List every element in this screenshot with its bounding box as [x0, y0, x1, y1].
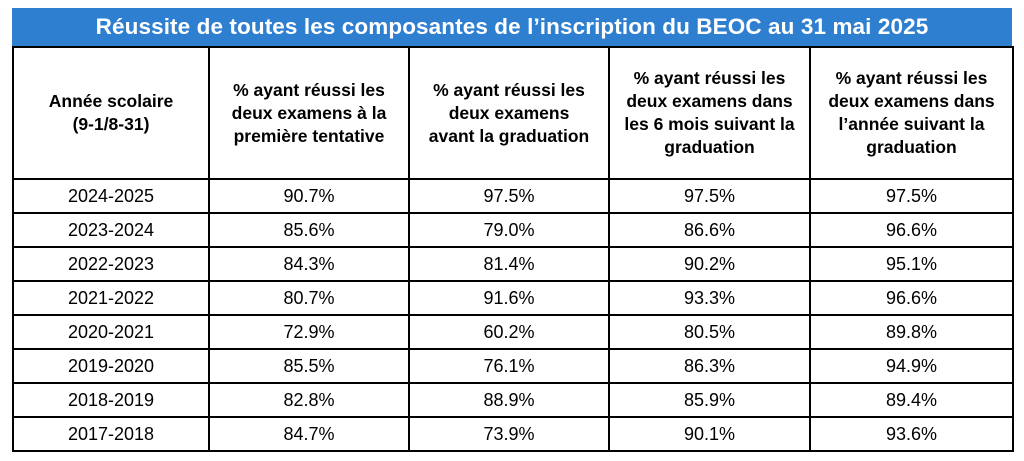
cell-first-attempt: 80.7% [208, 280, 410, 316]
cell-school-year: 2020-2021 [12, 314, 210, 350]
header-first-attempt: % ayant réussi les deux examens à la pre… [208, 46, 410, 180]
header-first-attempt-label: % ayant réussi les deux examens à la pre… [231, 79, 387, 146]
cell-within-year: 95.1% [809, 246, 1014, 282]
table-row: 2017-2018 84.7% 73.9% 90.1% 93.6% [12, 416, 1014, 452]
header-within-6-months-label: % ayant réussi les deux examens dans les… [624, 68, 795, 157]
cell-school-year: 2024-2025 [12, 178, 210, 214]
results-table: Année scolaire (9-1/8-31) % ayant réussi… [12, 46, 1014, 452]
cell-first-attempt: 85.6% [208, 212, 410, 248]
cell-first-attempt: 84.7% [208, 416, 410, 452]
cell-school-year: 2021-2022 [12, 280, 210, 316]
cell-first-attempt: 84.3% [208, 246, 410, 282]
cell-before-graduation: 73.9% [408, 416, 610, 452]
cell-within-6-months: 90.2% [608, 246, 811, 282]
cell-before-graduation: 88.9% [408, 382, 610, 418]
cell-within-year: 93.6% [809, 416, 1014, 452]
cell-first-attempt: 90.7% [208, 178, 410, 214]
header-before-graduation-label: % ayant réussi les deux examens avant la… [428, 79, 590, 146]
cell-before-graduation: 76.1% [408, 348, 610, 384]
cell-before-graduation: 81.4% [408, 246, 610, 282]
cell-within-year: 97.5% [809, 178, 1014, 214]
header-before-graduation: % ayant réussi les deux examens avant la… [408, 46, 610, 180]
table-row: 2018-2019 82.8% 88.9% 85.9% 89.4% [12, 382, 1014, 418]
cell-within-6-months: 90.1% [608, 416, 811, 452]
cell-within-year: 89.4% [809, 382, 1014, 418]
cell-within-year: 96.6% [809, 280, 1014, 316]
table-row: 2022-2023 84.3% 81.4% 90.2% 95.1% [12, 246, 1014, 282]
table-row: 2019-2020 85.5% 76.1% 86.3% 94.9% [12, 348, 1014, 384]
header-school-year-label: Année scolaire (9-1/8-31) [48, 91, 174, 134]
cell-school-year: 2017-2018 [12, 416, 210, 452]
cell-before-graduation: 60.2% [408, 314, 610, 350]
table-row: 2020-2021 72.9% 60.2% 80.5% 89.8% [12, 314, 1014, 350]
table-row: 2023-2024 85.6% 79.0% 86.6% 96.6% [12, 212, 1014, 248]
cell-within-year: 96.6% [809, 212, 1014, 248]
results-table-container: Réussite de toutes les composantes de l’… [12, 8, 1014, 452]
table-row: 2021-2022 80.7% 91.6% 93.3% 96.6% [12, 280, 1014, 316]
cell-first-attempt: 82.8% [208, 382, 410, 418]
table-row: 2024-2025 90.7% 97.5% 97.5% 97.5% [12, 178, 1014, 214]
cell-within-year: 89.8% [809, 314, 1014, 350]
cell-before-graduation: 79.0% [408, 212, 610, 248]
cell-within-6-months: 97.5% [608, 178, 811, 214]
cell-before-graduation: 97.5% [408, 178, 610, 214]
cell-within-6-months: 80.5% [608, 314, 811, 350]
cell-within-6-months: 93.3% [608, 280, 811, 316]
cell-school-year: 2018-2019 [12, 382, 210, 418]
header-within-year: % ayant réussi les deux examens dans l’a… [809, 46, 1014, 180]
header-school-year: Année scolaire (9-1/8-31) [12, 46, 210, 180]
table-title: Réussite de toutes les composantes de l’… [12, 8, 1012, 46]
cell-first-attempt: 72.9% [208, 314, 410, 350]
cell-school-year: 2023-2024 [12, 212, 210, 248]
cell-school-year: 2022-2023 [12, 246, 210, 282]
cell-within-6-months: 86.3% [608, 348, 811, 384]
cell-before-graduation: 91.6% [408, 280, 610, 316]
cell-within-year: 94.9% [809, 348, 1014, 384]
cell-within-6-months: 85.9% [608, 382, 811, 418]
cell-school-year: 2019-2020 [12, 348, 210, 384]
cell-first-attempt: 85.5% [208, 348, 410, 384]
header-within-6-months: % ayant réussi les deux examens dans les… [608, 46, 811, 180]
cell-within-6-months: 86.6% [608, 212, 811, 248]
header-within-year-label: % ayant réussi les deux examens dans l’a… [828, 68, 995, 157]
header-row: Année scolaire (9-1/8-31) % ayant réussi… [12, 46, 1014, 180]
